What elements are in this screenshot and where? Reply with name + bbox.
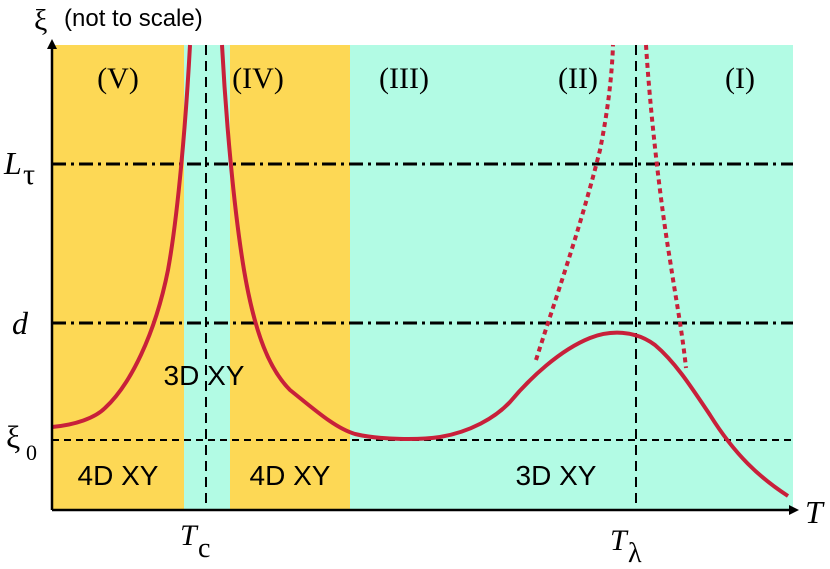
l-tau-label: L: [3, 145, 22, 181]
dotted-right-curve: [644, 44, 688, 369]
region-iii-label: (III): [379, 62, 429, 95]
region-i-label: (I): [725, 62, 755, 95]
d-label: d: [12, 305, 29, 341]
phase-label-3d-right: 3D XY: [516, 460, 597, 491]
xi0-subscript: 0: [26, 440, 37, 465]
left-diverging-curve: [51, 44, 192, 429]
x-axis-symbol: T: [805, 494, 825, 530]
right-main-curve: [220, 44, 790, 498]
y-axis-symbol: ξ: [34, 4, 47, 37]
region-v-band: [52, 45, 184, 510]
xi0-label: ξ: [6, 419, 20, 455]
tlambda-subscript: λ: [628, 538, 642, 569]
region-iii-i-band: [350, 45, 793, 510]
region-ii-label: (II): [558, 62, 598, 95]
tc-label: T: [180, 519, 199, 552]
tc-subscript: c: [198, 533, 210, 564]
region-v-label: (V): [97, 62, 139, 95]
phase-label-4d-mid: 4D XY: [250, 460, 331, 491]
dotted-left-curve: [534, 44, 615, 361]
l-tau-subscript: τ: [23, 158, 35, 191]
y-axis-note: (not to scale): [64, 5, 203, 32]
phase-label-3d-center: 3D XY: [164, 360, 245, 391]
region-iv-band: [230, 45, 350, 510]
region-iv-label: (IV): [232, 62, 284, 95]
tlambda-label: T: [610, 524, 629, 557]
phase-label-4d-left: 4D XY: [78, 460, 159, 491]
